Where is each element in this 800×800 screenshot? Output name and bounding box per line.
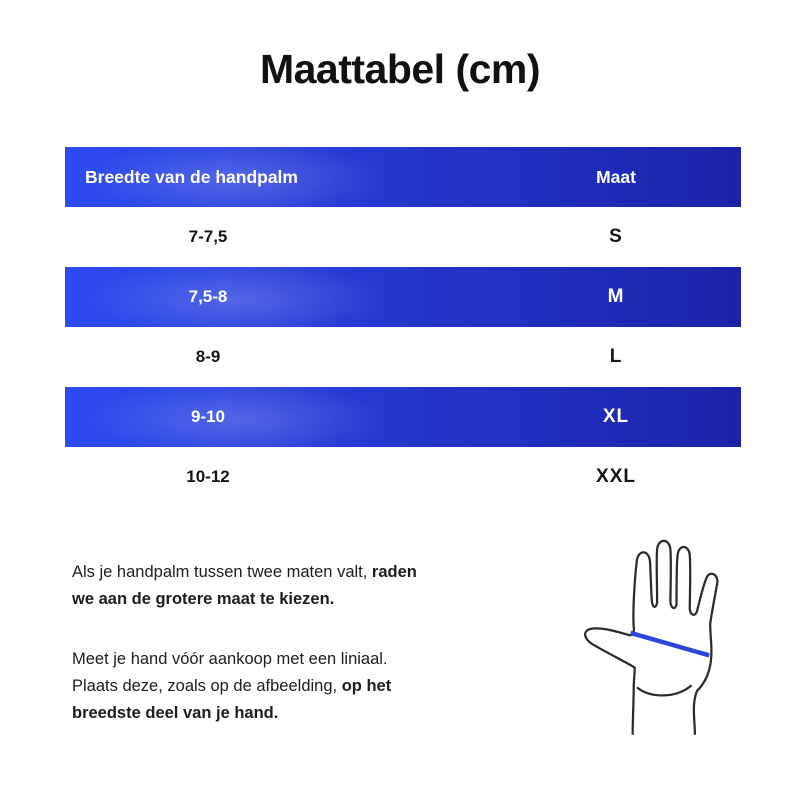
table-row: 8-9 L (65, 327, 741, 387)
column-header-size: Maat (596, 166, 636, 187)
size-table-body: 7-7,5 S 7,5-8 M 8-9 L 9-10 XL 10-12 XXL (65, 207, 741, 507)
note-text-bold: op het (341, 677, 392, 695)
size-table-header-row: Breedte van de handpalm Maat (65, 147, 741, 207)
size-table: Breedte van de handpalm Maat 7-7,5 S 7,5-8… (65, 147, 741, 507)
table-row: 10-12 XXL (65, 447, 741, 507)
note-text: Meet je hand vóór aankoop met een liniaa… (72, 650, 388, 668)
cell-palm-width: 7,5-8 (188, 287, 228, 306)
cell-palm-width: 9-10 (190, 407, 226, 426)
cell-size: M (607, 286, 625, 307)
note-paragraph: Meet je hand vóór aankoop met een liniaa… (72, 646, 514, 727)
column-header-palm-width: Breedte van de handpalm (85, 166, 298, 187)
note-text-bold: we aan de grotere maat te kiezen. (72, 590, 335, 608)
cell-palm-width: 7-7,5 (188, 227, 228, 246)
table-row: 7,5-8 M (65, 267, 741, 327)
note-text: Plaats deze, zoals op de afbeelding, (72, 677, 342, 695)
hand-illustration-svg (584, 539, 719, 736)
table-row: 7-7,5 S (65, 207, 741, 267)
cell-size: L (609, 346, 623, 367)
note-text: Als je handpalm tussen twee maten valt, (72, 563, 372, 581)
hand-illustration (572, 534, 728, 738)
cell-size: XL (602, 406, 630, 427)
cell-palm-width: 8-9 (195, 347, 221, 366)
cell-size: XXL (596, 466, 636, 487)
cell-palm-width: 10-12 (186, 467, 230, 486)
palm-crease-line (636, 684, 692, 697)
note-paragraph: Als je handpalm tussen twee maten valt, … (72, 559, 514, 613)
note-text-bold: raden (371, 563, 417, 581)
measure-line (630, 630, 710, 658)
page-title: Maattabel (cm) (259, 46, 541, 92)
sizing-notes: Als je handpalm tussen twee maten valt, … (72, 559, 514, 727)
table-row: 9-10 XL (65, 387, 741, 447)
note-text-bold: breedste deel van je hand. (72, 704, 279, 722)
cell-size: S (609, 226, 623, 247)
